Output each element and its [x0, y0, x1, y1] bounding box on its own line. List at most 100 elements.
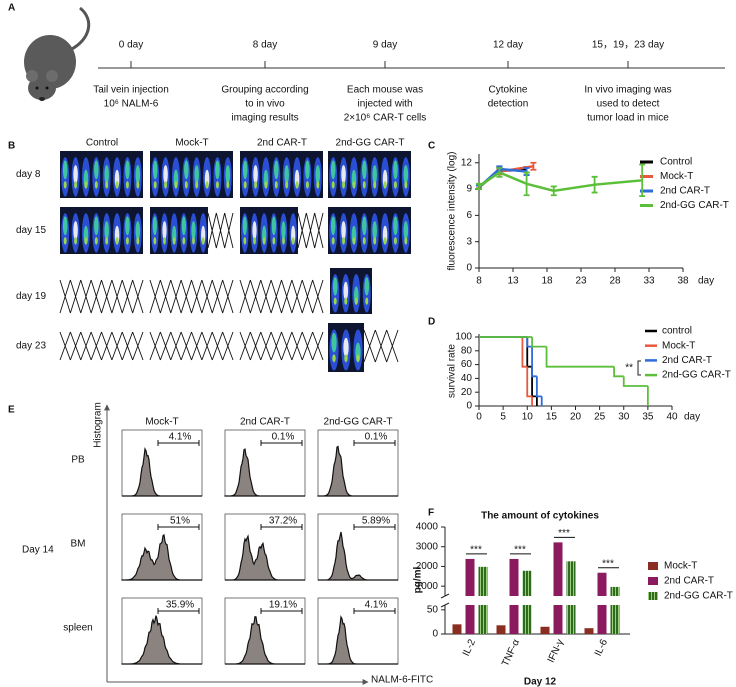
mouse-signal [94, 216, 99, 236]
bar [584, 628, 594, 634]
timeline-day: 8 day [253, 40, 277, 51]
legend-label: control [662, 326, 692, 337]
mouse-signal [105, 181, 109, 189]
mouse-signal [184, 160, 189, 180]
mouse-signal [383, 237, 387, 245]
histogram-shape [318, 531, 398, 581]
bar-lower [553, 605, 563, 634]
survival-step [531, 337, 547, 348]
mouse-signal [393, 181, 397, 189]
mouse-signal [195, 181, 199, 189]
mouse-signal [333, 297, 337, 305]
flow-column: 2nd CAR-T [240, 417, 290, 428]
mouse-signal [403, 165, 409, 184]
x-label: Day 12 [524, 677, 557, 687]
mouse-signal [362, 160, 367, 180]
significance-label: *** [514, 545, 526, 556]
mouse-signal [291, 237, 295, 245]
legend-label: Mock-T [662, 340, 695, 351]
error-bar [639, 163, 646, 197]
flow-column: 2nd-GG CAR-T [324, 417, 393, 428]
x-tick-label: 18 [541, 276, 553, 287]
mouse-signal [271, 216, 276, 236]
imaging-photo [330, 268, 372, 314]
timeline-text: tumor load in mice [587, 113, 669, 124]
mouse-signal [84, 237, 88, 245]
survival-step [545, 346, 615, 368]
dead-mark [149, 331, 234, 361]
y-label: fluorescence intensity (log) [447, 152, 458, 271]
imaging-photo [328, 151, 411, 198]
mouse-signal [194, 165, 199, 184]
flow-row: PB [71, 455, 85, 466]
timeline-text: imaging results [231, 113, 298, 124]
flow-column: Mock-T [145, 417, 178, 428]
y-tick-label: 60 [461, 359, 473, 370]
bar-lower [465, 605, 475, 634]
x-tick-label: 35 [642, 412, 654, 423]
imaging-photo [150, 151, 233, 198]
panel-label: E [8, 405, 15, 416]
gate [353, 608, 396, 614]
panel-label: C [428, 141, 435, 152]
error-bar [523, 171, 530, 197]
x-tick-label: 10 [522, 412, 534, 423]
mouse-signal [252, 221, 257, 240]
gate [260, 524, 303, 530]
x-tick-label: 15 [546, 412, 558, 423]
mouse-signal [243, 181, 247, 189]
mouse-signal [163, 237, 166, 245]
gate-percentage: 4.1% [169, 432, 192, 443]
survival-step [622, 376, 648, 387]
imaging-photo [328, 207, 411, 254]
mouse-signal [84, 181, 88, 189]
mouse-signal [181, 216, 186, 236]
x-tick-label: IL-6 [593, 637, 610, 658]
survival-step [521, 337, 528, 368]
mouse-signal [342, 181, 346, 189]
y-label: pg/ml [413, 566, 424, 593]
x-tick-label: 40 [666, 412, 678, 423]
error-bar [476, 182, 482, 190]
histogram-shape [121, 615, 202, 665]
mouse-signal [62, 216, 68, 236]
mouse-signal [274, 181, 278, 189]
mouse-signal [264, 181, 268, 189]
dead-mark [207, 212, 234, 249]
gate-percentage: 0.1% [272, 432, 295, 443]
mouse-signal [343, 281, 349, 301]
mouse-signal [393, 160, 398, 180]
mouse-signal [115, 237, 119, 245]
bar-upper [509, 558, 519, 596]
bar-lower [478, 605, 488, 634]
mouse-signal [344, 297, 348, 305]
x-tick-label: 30 [618, 412, 630, 423]
imaging-photo [240, 207, 298, 254]
dead-mark [59, 279, 144, 314]
mouse-signal [192, 237, 195, 245]
mouse-signal [284, 165, 289, 184]
legend-label: 2nd-GG CAR-T [660, 200, 729, 211]
dead-mark [59, 331, 144, 361]
mouse-signal [372, 165, 377, 184]
timeline-text: 10⁶ NALM-6 [104, 99, 159, 110]
mouse-signal [373, 181, 377, 189]
imaging-column: 2nd-GG CAR-T [336, 138, 405, 149]
x-tick-label: 8 [476, 276, 482, 287]
timeline-text: Tail vein injection [93, 85, 169, 96]
dead-mark [239, 331, 324, 361]
mouse-signal [354, 297, 358, 305]
y-tick-label: 0 [466, 401, 472, 412]
mouse-signal [274, 160, 279, 180]
mouse-signal [341, 221, 346, 240]
photo-bg [150, 207, 208, 254]
mouse-signal [285, 181, 289, 189]
mouse-signal [215, 181, 219, 189]
y-tick-label: 50 [427, 604, 439, 615]
photo-bg [240, 207, 298, 254]
mouse-signal [201, 237, 205, 245]
mouse-signal [94, 181, 98, 189]
survival-step [526, 337, 533, 348]
mouse-signal [341, 165, 346, 184]
